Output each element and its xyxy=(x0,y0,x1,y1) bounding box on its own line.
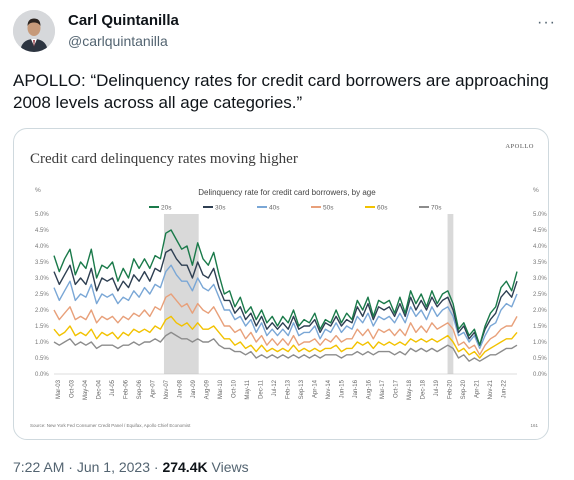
views-count[interactable]: 274.4K xyxy=(162,459,208,475)
tweet-time[interactable]: 7:22 AM xyxy=(13,459,65,475)
x-tick-label: Mar-03 xyxy=(56,379,62,399)
y-tick-left: 3.5% xyxy=(35,260,49,266)
x-tick-label: Oct-03 xyxy=(69,379,75,398)
y-tick-left: 4.0% xyxy=(35,244,49,250)
x-tick-label: Dec-04 xyxy=(96,379,102,399)
x-tick-label: Jun-15 xyxy=(339,379,345,398)
recession-band-0 xyxy=(163,214,199,374)
x-tick-label: Aug-16 xyxy=(366,379,372,399)
x-tick-label: Feb-06 xyxy=(123,379,129,399)
tweet-meta: 7:22 AM · Jun 1, 2023 · 274.4K Views xyxy=(13,458,249,476)
x-tick-label: Mar-10 xyxy=(218,379,224,399)
chart-subtitle: Delinquency rate for credit card borrowe… xyxy=(198,188,376,197)
avatar[interactable] xyxy=(13,10,55,52)
y-tick-right: 4.5% xyxy=(533,228,547,234)
x-tick-label: Mar-17 xyxy=(380,379,386,399)
meta-separator: · xyxy=(68,459,73,475)
y-tick-right: 0.5% xyxy=(533,356,547,362)
x-tick-label: May-18 xyxy=(407,379,413,400)
y-tick-right: 5.0% xyxy=(533,212,547,218)
x-tick-label: Dec-18 xyxy=(420,379,426,399)
y-unit-right: % xyxy=(533,187,539,194)
series-line-40s xyxy=(53,264,518,350)
y-tick-right: 2.0% xyxy=(533,308,547,314)
more-horizontal-icon[interactable]: ··· xyxy=(537,14,556,31)
avatar-image xyxy=(13,10,55,52)
x-tick-label: Nov-07 xyxy=(164,379,170,399)
author-block: Carl Quintanilla @carlquintanilla xyxy=(68,12,179,50)
x-tick-label: Dec-11 xyxy=(258,379,264,399)
legend-label-50s: 50s xyxy=(323,205,334,212)
y-tick-left: 2.5% xyxy=(35,292,49,298)
series-line-30s xyxy=(53,248,518,346)
meta-separator: · xyxy=(153,459,159,475)
x-tick-label: Oct-10 xyxy=(231,379,237,398)
x-tick-label: Aug-09 xyxy=(204,379,210,399)
y-tick-left: 4.5% xyxy=(35,228,49,234)
views-label: Views xyxy=(211,459,249,475)
x-tick-label: Jul-19 xyxy=(434,379,440,396)
x-tick-label: May-04 xyxy=(83,379,89,400)
chart-source: Source: New York Fed Consumer Credit Pan… xyxy=(30,423,191,428)
x-tick-label: Oct-17 xyxy=(393,379,399,398)
y-tick-right: 3.5% xyxy=(533,260,547,266)
x-tick-label: Sep-13 xyxy=(299,379,305,399)
x-tick-label: Jun-08 xyxy=(177,379,183,398)
x-tick-label: Feb-13 xyxy=(285,379,291,399)
y-tick-right: 1.5% xyxy=(533,324,547,330)
series-line-70s xyxy=(53,331,518,362)
x-axis-ticks: Mar-03 Oct-03 May-04 Dec-04 Jul-05 Feb-06 Sep-… xyxy=(54,373,517,400)
y-tick-right: 2.5% xyxy=(533,292,547,298)
x-tick-label: Jan-09 xyxy=(191,379,197,398)
y-tick-left: 1.0% xyxy=(35,340,49,346)
x-tick-label: Sep-06 xyxy=(137,379,143,399)
tweet-text: APOLLO: “Delinquency rates for credit ca… xyxy=(13,71,549,112)
chart-legend: 20s 30s 40s 50s 60s 70s xyxy=(149,205,442,212)
legend-label-70s: 70s xyxy=(431,205,442,212)
y-tick-left: 0.0% xyxy=(35,372,49,378)
user-handle[interactable]: @carlquintanilla xyxy=(68,33,168,49)
y-tick-left: 2.0% xyxy=(35,308,49,314)
y-tick-left: 5.0% xyxy=(35,212,49,218)
chart-page-number: 161 xyxy=(530,423,538,428)
x-tick-label: Apr-21 xyxy=(474,379,480,398)
series-line-50s xyxy=(53,293,518,356)
y-tick-right: 1.0% xyxy=(533,340,547,346)
x-tick-label: Jul-05 xyxy=(110,379,116,396)
x-tick-label: Feb-20 xyxy=(447,379,453,399)
legend-label-20s: 20s xyxy=(161,205,172,212)
y-tick-right: 3.0% xyxy=(533,276,547,282)
series-line-60s xyxy=(53,315,518,359)
x-tick-label: Nov-21 xyxy=(488,379,494,399)
apollo-brand-label: APOLLO xyxy=(505,143,534,150)
x-tick-label: Apr-14 xyxy=(312,379,318,398)
series-line-20s xyxy=(53,229,518,346)
y-tick-right: 0.0% xyxy=(533,372,547,378)
x-tick-label: May-11 xyxy=(245,379,251,399)
chart-title: Credit card delinquency rates moving hig… xyxy=(30,151,298,167)
x-tick-label: Jun-22 xyxy=(501,379,507,398)
legend-label-30s: 30s xyxy=(215,205,226,212)
legend-label-60s: 60s xyxy=(377,205,388,212)
y-axis-ticks: 0.0% 0.0% 0.5% 0.5% 1.0% 1.0% 1.5% 1.5% 2.0% 2.0%… xyxy=(35,212,547,378)
legend-label-40s: 40s xyxy=(269,205,280,212)
y-unit-left: % xyxy=(35,187,41,194)
x-tick-label: Jan-16 xyxy=(353,379,359,398)
x-tick-label: Jul-12 xyxy=(272,379,278,396)
x-tick-label: Sep-20 xyxy=(461,379,467,399)
y-tick-right: 4.0% xyxy=(533,244,547,250)
chart-series xyxy=(53,229,518,362)
tweet-media[interactable]: APOLLO Credit card delinquency rates mov… xyxy=(13,128,549,440)
display-name[interactable]: Carl Quintanilla xyxy=(68,12,179,29)
tweet-date[interactable]: Jun 1, 2023 xyxy=(76,459,150,475)
y-tick-left: 0.5% xyxy=(35,356,49,362)
y-tick-left: 1.5% xyxy=(35,324,49,330)
recession-band-1 xyxy=(447,214,454,374)
y-tick-left: 3.0% xyxy=(35,276,49,282)
x-tick-label: Apr-07 xyxy=(150,379,156,398)
x-tick-label: Nov-14 xyxy=(326,379,332,399)
delinquency-chart: APOLLO Credit card delinquency rates mov… xyxy=(30,143,547,428)
